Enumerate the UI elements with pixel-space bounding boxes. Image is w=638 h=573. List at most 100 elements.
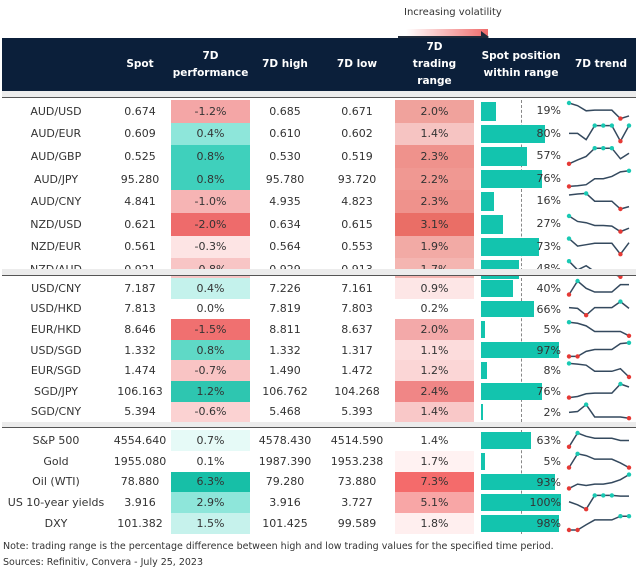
cell-low: 5.393 bbox=[341, 405, 373, 419]
trend-min-point bbox=[566, 527, 572, 533]
position-bar bbox=[481, 300, 534, 318]
trend-sparkline bbox=[568, 402, 632, 421]
cell-pair: USD/HKD bbox=[30, 302, 82, 316]
table-row: Oil (WTI) 78.880 6.3% 79.280 73.880 7.3% bbox=[2, 471, 636, 493]
trend-max-point bbox=[601, 146, 606, 151]
trend-max-point bbox=[592, 123, 597, 128]
cell-spot: 4554.640 bbox=[113, 433, 167, 447]
trend-max-point bbox=[592, 146, 597, 151]
cell-high: 7.819 bbox=[269, 302, 301, 316]
trend-max-point bbox=[618, 381, 623, 387]
cell-range: 1.4% bbox=[395, 122, 474, 146]
trend-max-point bbox=[566, 213, 572, 219]
trend-max-point bbox=[566, 259, 572, 264]
cell-pair: USD/SGD bbox=[30, 343, 82, 357]
trend-sparkline bbox=[566, 213, 630, 234]
table-row: SGD/CNY 5.394 -0.6% 5.468 5.393 1.4% bbox=[2, 401, 636, 423]
position-label: 100% bbox=[529, 496, 561, 510]
trend-sparkline bbox=[566, 320, 632, 338]
trend-max-point bbox=[583, 191, 589, 196]
cell-low: 1.317 bbox=[341, 343, 373, 357]
position-bar bbox=[481, 341, 559, 359]
cell-high: 8.811 bbox=[269, 322, 301, 336]
cell-low: 1953.238 bbox=[330, 454, 384, 468]
cell-spot: 1.474 bbox=[124, 364, 156, 378]
position-bar bbox=[481, 215, 503, 234]
position-bar bbox=[481, 473, 556, 491]
cell-high: 79.280 bbox=[265, 475, 305, 489]
cell-pair: NZD/USD bbox=[30, 217, 82, 231]
position-bar bbox=[481, 515, 560, 532]
header-pair bbox=[2, 38, 110, 91]
table-row: DXY 101.382 1.5% 101.425 99.589 1.8% bbox=[2, 513, 636, 534]
position-bar bbox=[481, 432, 532, 449]
cell-perf: 0.8% bbox=[171, 167, 250, 191]
position-bar bbox=[481, 147, 527, 166]
trend-line bbox=[568, 170, 630, 188]
position-bar bbox=[481, 383, 542, 400]
table-row: EUR/HKD 8.646 -1.5% 8.811 8.637 2.0% bbox=[2, 319, 636, 340]
position-label: 66% bbox=[536, 302, 561, 316]
volatility-gradient bbox=[406, 29, 488, 40]
cell-perf: -0.3% bbox=[171, 235, 250, 259]
cell-range: 2.4% bbox=[395, 381, 474, 402]
table-row: USD/HKD 7.813 0.0% 7.819 7.803 0.2% bbox=[2, 298, 636, 320]
position-label: 16% bbox=[536, 194, 561, 208]
cell-range: 2.3% bbox=[395, 145, 474, 168]
trend-max-point bbox=[618, 514, 623, 519]
position-label: 76% bbox=[536, 385, 561, 398]
cell-perf: -1.2% bbox=[171, 100, 250, 123]
trend-max-point bbox=[566, 320, 572, 325]
trend-max-point bbox=[609, 493, 615, 498]
trend-max-point bbox=[626, 168, 632, 173]
trend-max-point bbox=[592, 493, 597, 498]
trend-min-point bbox=[618, 139, 623, 144]
trend-max-point bbox=[575, 451, 580, 456]
cell-range: 2.2% bbox=[395, 167, 474, 191]
table-row: AUD/GBP 0.525 0.8% 0.530 0.519 2.3% bbox=[2, 145, 636, 168]
position-label: 76% bbox=[536, 171, 561, 185]
position-label: 93% bbox=[536, 475, 561, 489]
trend-max-point bbox=[626, 472, 632, 477]
position-bar bbox=[481, 403, 483, 421]
trend-sparkline bbox=[566, 168, 632, 189]
cell-spot: 1955.080 bbox=[113, 454, 167, 468]
cell-perf: 0.7% bbox=[171, 430, 250, 451]
cell-low: 8.637 bbox=[341, 322, 373, 336]
trend-max-point bbox=[583, 402, 589, 407]
cell-low: 0.671 bbox=[341, 104, 373, 118]
trend-max-point bbox=[609, 146, 615, 151]
cell-perf: 0.8% bbox=[171, 339, 250, 361]
position-label: 80% bbox=[536, 126, 561, 140]
trend-min-point bbox=[626, 333, 632, 338]
cell-range: 0.9% bbox=[395, 278, 474, 299]
trend-min-point bbox=[566, 161, 572, 166]
cell-range: 1.9% bbox=[395, 235, 474, 259]
cell-pair: AUD/USD bbox=[30, 104, 82, 118]
table-header: Spot 7D performance 7D high 7D low 7D tr… bbox=[2, 38, 636, 91]
trend-min-point bbox=[575, 527, 580, 533]
cell-pair: USD/CNY bbox=[31, 281, 81, 295]
trend-max-point bbox=[566, 236, 572, 241]
cell-pair: EUR/SGD bbox=[30, 364, 82, 378]
header-performance: 7D performance bbox=[172, 49, 249, 79]
trend-max-point bbox=[566, 361, 572, 366]
cell-high: 0.685 bbox=[269, 104, 301, 118]
cell-high: 1.332 bbox=[269, 343, 301, 357]
arrow-icon bbox=[398, 36, 482, 38]
table-row: USD/SGD 1.332 0.8% 1.332 1.317 1.1% bbox=[2, 339, 636, 361]
cell-spot: 106.163 bbox=[117, 384, 163, 398]
cell-spot: 0.674 bbox=[124, 104, 156, 118]
cell-high: 1987.390 bbox=[258, 454, 312, 468]
table-row: EUR/SGD 1.474 -0.7% 1.490 1.472 1.2% bbox=[2, 360, 636, 381]
trend-min-point bbox=[566, 486, 572, 491]
cell-spot: 95.280 bbox=[120, 172, 160, 186]
trend-sparkline bbox=[568, 493, 629, 512]
cell-pair: AUD/JPY bbox=[33, 172, 79, 186]
trend-max-point bbox=[601, 493, 606, 498]
cell-high: 7.226 bbox=[269, 281, 301, 295]
position-label: 73% bbox=[536, 239, 561, 253]
position-label: 8% bbox=[543, 364, 561, 378]
range-midpoint-line bbox=[521, 100, 522, 281]
cell-range: 7.3% bbox=[395, 471, 474, 493]
